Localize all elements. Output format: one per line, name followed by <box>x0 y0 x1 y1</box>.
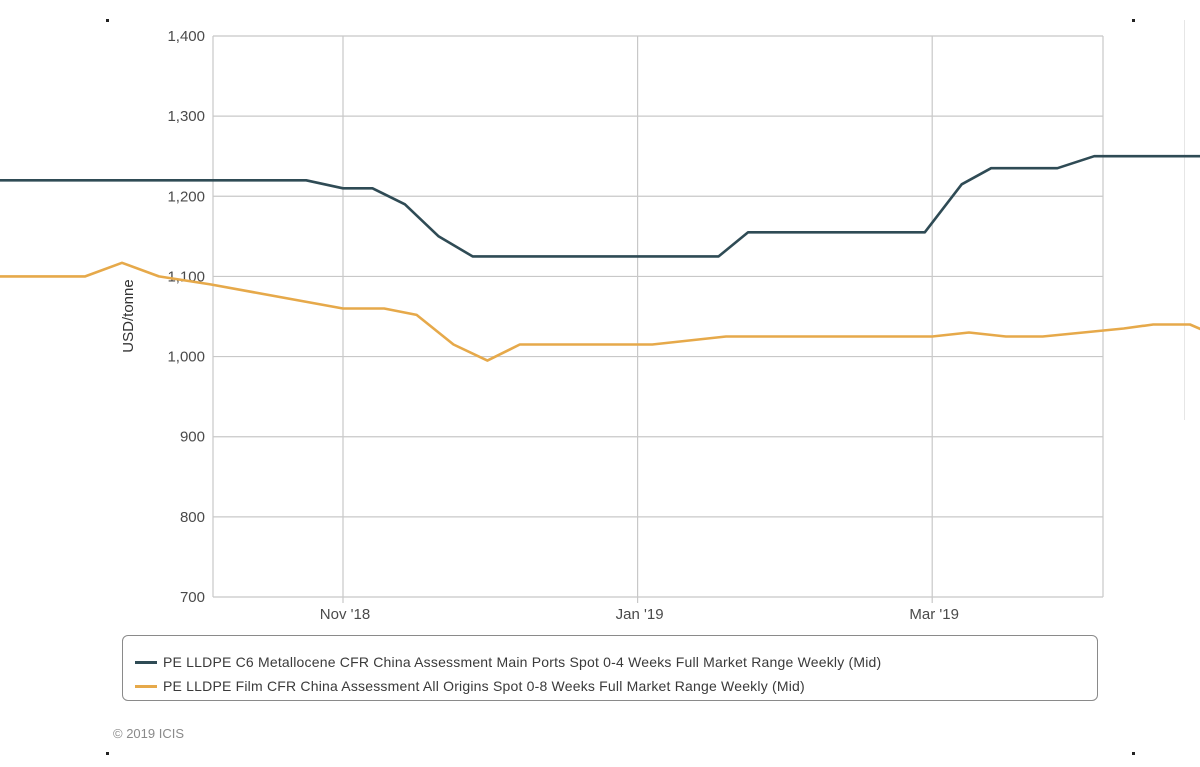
y-tick-label: 1,400 <box>167 28 205 45</box>
legend-label-film: PE LLDPE Film CFR China Assessment All O… <box>163 678 805 694</box>
legend-item-metallocene[interactable]: PE LLDPE C6 Metallocene CFR China Assess… <box>135 652 881 672</box>
corner-mark-top-left <box>106 19 109 22</box>
legend-item-film[interactable]: PE LLDPE Film CFR China Assessment All O… <box>135 676 805 696</box>
x-tick-label: Nov '18 <box>320 606 370 623</box>
corner-mark-bottom-right <box>1132 752 1135 755</box>
y-tick-label: 1,200 <box>167 188 205 205</box>
legend-label-metallocene: PE LLDPE C6 Metallocene CFR China Assess… <box>163 654 882 670</box>
y-tick-label: 900 <box>180 429 205 446</box>
series-layer <box>0 128 1200 520</box>
corner-mark-top-right <box>1132 19 1135 22</box>
legend-swatch-film <box>135 684 157 688</box>
series-line-metallocene[interactable] <box>0 128 1200 258</box>
side-divider <box>1184 20 1185 420</box>
legend-swatch-metallocene <box>135 660 157 664</box>
x-tick-label: Mar '19 <box>909 606 959 623</box>
y-tick-label: 800 <box>180 509 205 526</box>
corner-mark-bottom-left <box>106 752 109 755</box>
y-tick-label: 1,300 <box>167 108 205 125</box>
x-tick-label: Jan '19 <box>616 606 664 623</box>
y-tick-label: 1,000 <box>167 349 205 366</box>
y-axis-label: USD/tonne <box>120 279 137 352</box>
chart-legend: PE LLDPE C6 Metallocene CFR China Assess… <box>122 635 1098 701</box>
copyright-text: © 2019 ICIS <box>113 726 185 741</box>
y-tick-label: 700 <box>180 589 205 606</box>
grid-layer <box>212 35 1104 598</box>
series-line-film[interactable] <box>0 261 1200 520</box>
